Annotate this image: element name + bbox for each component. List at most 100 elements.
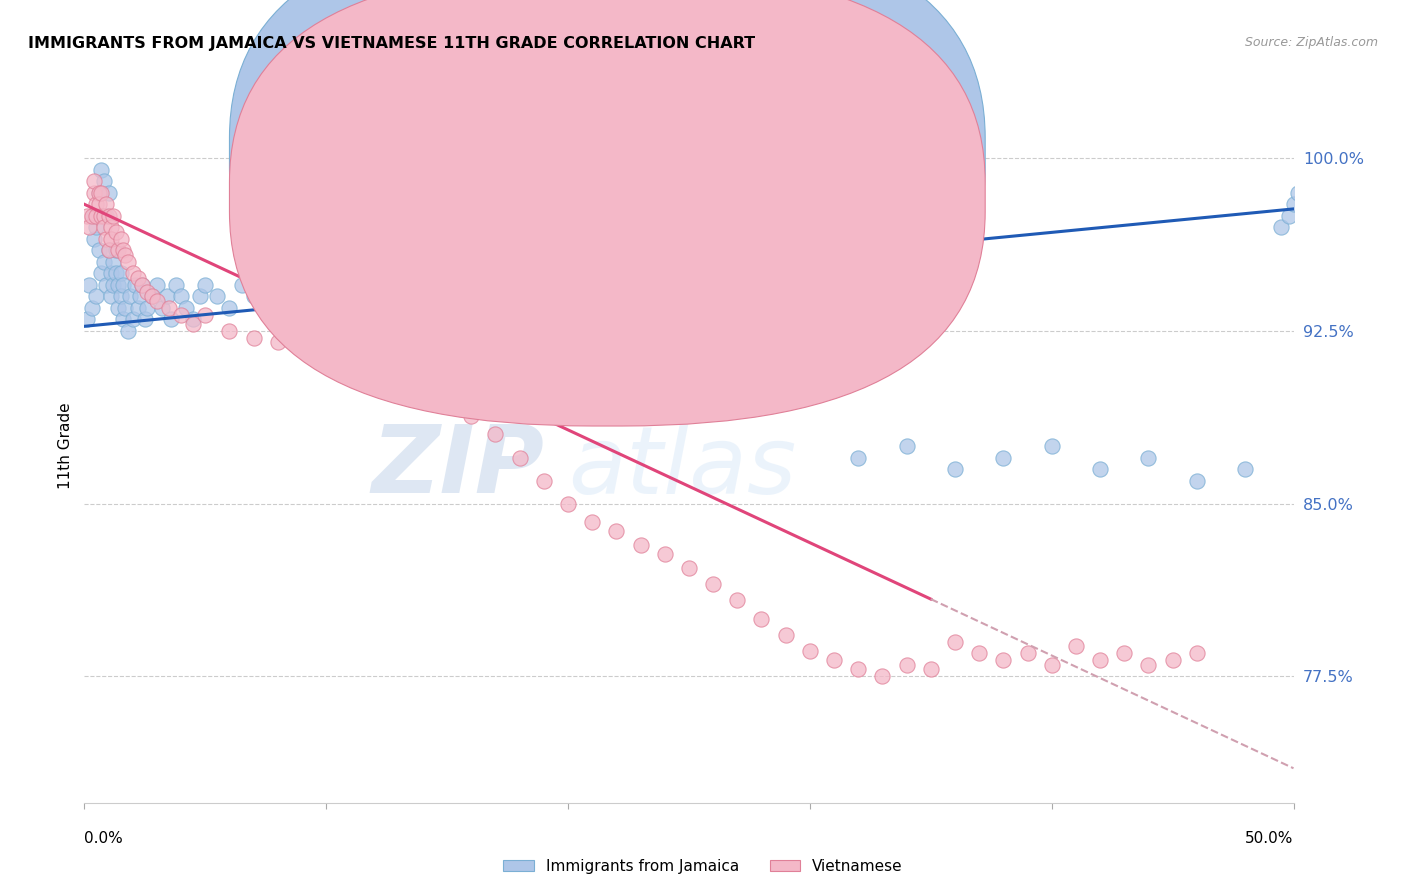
- Point: [155, 289, 177, 303]
- Point: [436, 392, 458, 407]
- Point: [107, 244, 129, 258]
- Point: [100, 289, 122, 303]
- Point: [112, 244, 135, 258]
- Point: [436, 301, 458, 315]
- Point: [218, 324, 240, 338]
- Point: [702, 289, 724, 303]
- Point: [654, 547, 676, 561]
- Point: [181, 312, 204, 326]
- Point: [86, 289, 108, 303]
- Point: [1137, 450, 1160, 465]
- Point: [181, 317, 204, 331]
- Point: [86, 197, 108, 211]
- Point: [291, 289, 314, 303]
- Point: [127, 301, 149, 315]
- Point: [86, 220, 108, 235]
- Point: [484, 277, 506, 292]
- Point: [146, 277, 169, 292]
- Point: [460, 409, 482, 423]
- Point: [775, 628, 797, 642]
- Point: [83, 186, 105, 200]
- Point: [80, 209, 103, 223]
- Point: [484, 427, 506, 442]
- Point: [146, 293, 169, 308]
- Point: [207, 289, 229, 303]
- Point: [141, 289, 163, 303]
- Point: [291, 340, 314, 354]
- Point: [363, 289, 385, 303]
- Point: [267, 301, 290, 315]
- Point: [134, 312, 156, 326]
- Point: [823, 653, 845, 667]
- Point: [104, 266, 127, 280]
- Point: [533, 474, 555, 488]
- Point: [799, 644, 821, 658]
- Point: [150, 301, 173, 315]
- Point: [174, 301, 197, 315]
- Point: [136, 301, 159, 315]
- Point: [363, 359, 385, 373]
- Point: [1234, 462, 1257, 476]
- Point: [107, 277, 129, 292]
- Point: [557, 277, 579, 292]
- Point: [94, 197, 117, 211]
- Point: [943, 462, 966, 476]
- Point: [1114, 646, 1136, 660]
- Point: [605, 289, 627, 303]
- Point: [1286, 186, 1309, 200]
- Point: [117, 255, 139, 269]
- Point: [1326, 209, 1348, 223]
- Point: [702, 577, 724, 591]
- FancyBboxPatch shape: [581, 121, 865, 232]
- Point: [509, 301, 531, 315]
- Point: [1343, 197, 1365, 211]
- Point: [1319, 197, 1341, 211]
- Point: [141, 289, 163, 303]
- Point: [114, 248, 136, 262]
- Point: [170, 308, 193, 322]
- Point: [460, 289, 482, 303]
- Point: [1270, 220, 1292, 235]
- Point: [94, 277, 117, 292]
- Point: [87, 186, 110, 200]
- Point: [190, 289, 212, 303]
- Point: [83, 209, 105, 223]
- Point: [107, 301, 129, 315]
- Point: [103, 209, 125, 223]
- Point: [121, 312, 143, 326]
- Point: [94, 232, 117, 246]
- Y-axis label: 11th Grade: 11th Grade: [58, 402, 73, 490]
- Point: [630, 538, 652, 552]
- Point: [93, 220, 115, 235]
- Point: [872, 669, 894, 683]
- Point: [114, 301, 136, 315]
- Point: [165, 277, 187, 292]
- Point: [1330, 220, 1353, 235]
- Text: 50.0%: 50.0%: [1246, 831, 1294, 847]
- Point: [1064, 640, 1087, 654]
- Point: [160, 312, 183, 326]
- Point: [509, 450, 531, 465]
- Point: [1306, 220, 1329, 235]
- Point: [93, 255, 115, 269]
- Point: [1278, 209, 1301, 223]
- Point: [1185, 646, 1208, 660]
- Point: [194, 308, 217, 322]
- Point: [97, 186, 120, 200]
- Point: [112, 277, 135, 292]
- Point: [751, 277, 773, 292]
- Point: [104, 244, 127, 258]
- Point: [605, 524, 627, 538]
- Point: [993, 450, 1015, 465]
- Point: [533, 289, 555, 303]
- Point: [77, 277, 100, 292]
- Point: [83, 174, 105, 188]
- Point: [1137, 657, 1160, 672]
- Point: [1040, 657, 1063, 672]
- Point: [388, 277, 411, 292]
- Legend: Immigrants from Jamaica, Vietnamese: Immigrants from Jamaica, Vietnamese: [496, 853, 910, 880]
- Point: [1355, 209, 1378, 223]
- Point: [267, 335, 290, 350]
- Point: [121, 266, 143, 280]
- Point: [654, 301, 676, 315]
